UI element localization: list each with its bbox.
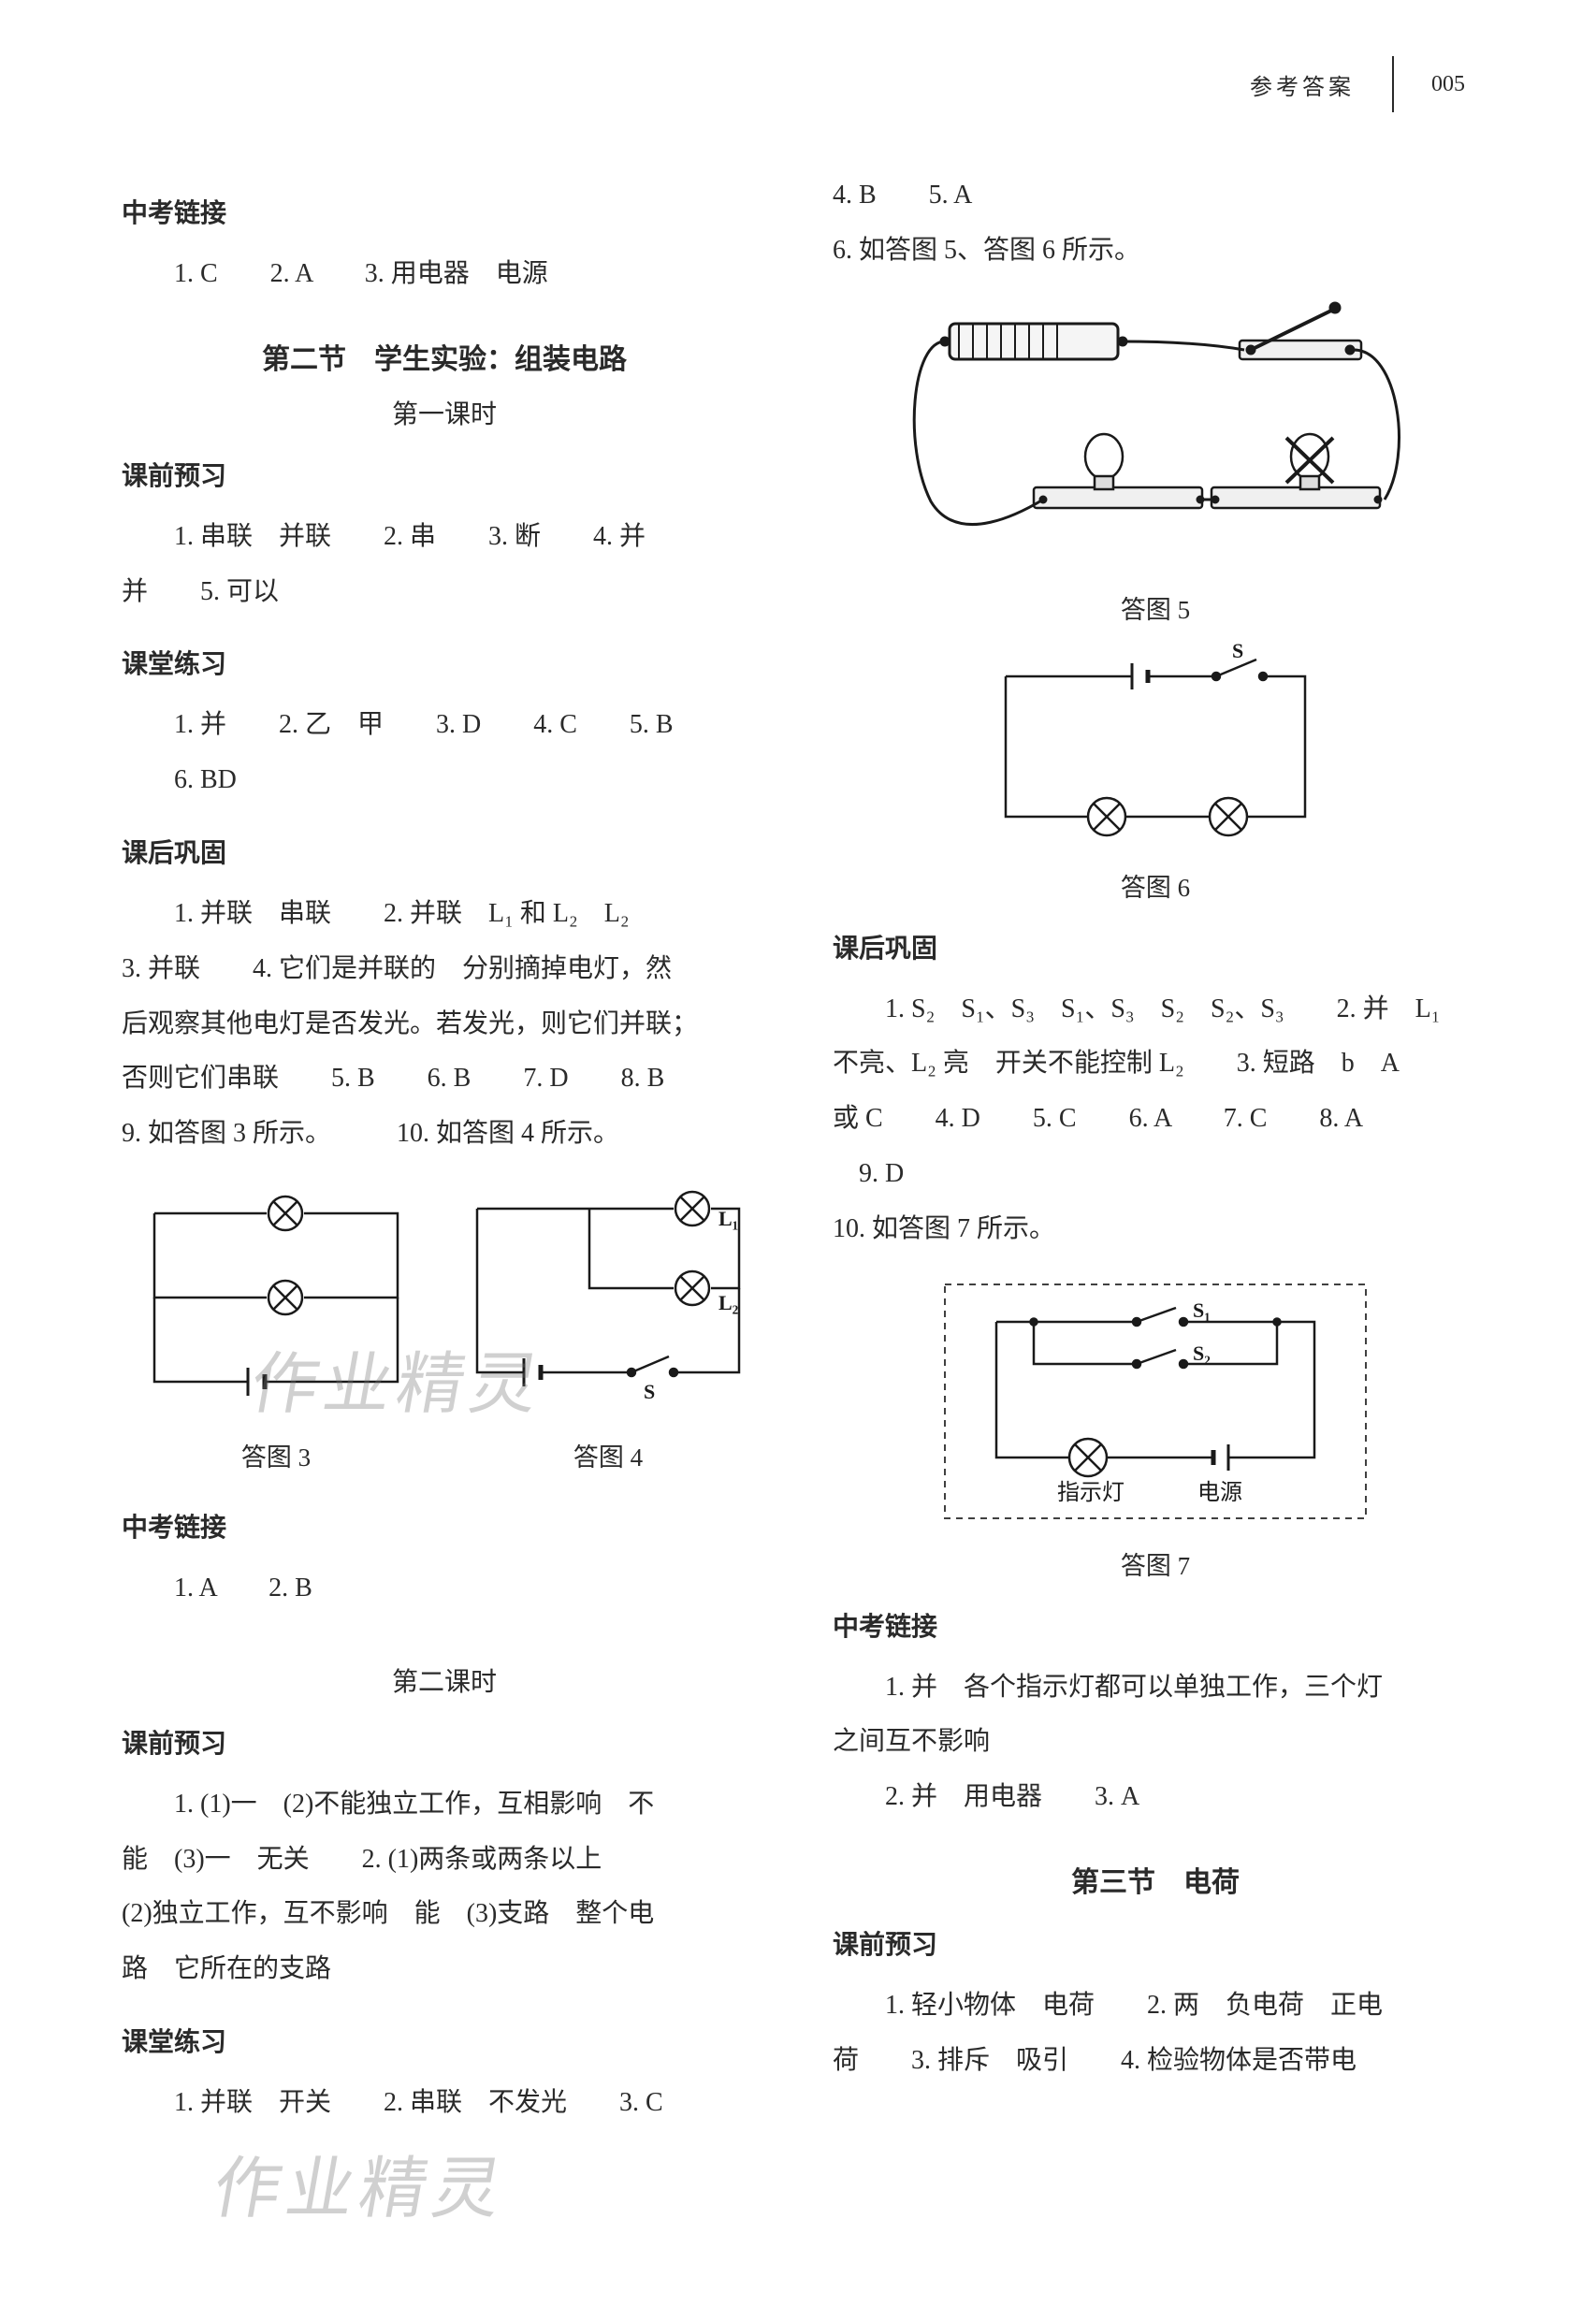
heading-ketanglianxi-2: 课堂练习 bbox=[122, 2022, 767, 2059]
fig3-caption: 答图 3 bbox=[241, 1437, 311, 1473]
fig6-s-label: S bbox=[1232, 639, 1243, 662]
heading-zhongkao-3: 中考链接 bbox=[833, 1606, 1478, 1644]
answers-zk1: 1. C 2. A 3. 用电器 电源 bbox=[122, 247, 767, 302]
khgg1-line1: 1. 并联 串联 2. 并联 L₁ 和 L₂ L₂ bbox=[122, 887, 767, 942]
kqyx2-line4: 路 它所在的支路 bbox=[122, 1942, 767, 1997]
heading-keqianyuxi-2: 课前预习 bbox=[122, 1723, 767, 1761]
right-top-line2: 6. 如答图 5、答图 6 所示。 bbox=[833, 224, 1478, 279]
section3-title: 第三节 电荷 bbox=[833, 1859, 1478, 1900]
answers-zk2: 1. A 2. B bbox=[122, 1561, 767, 1617]
heading-ketanglianxi-1: 课堂练习 bbox=[122, 644, 767, 681]
section2-title: 第二节 学生实验：组装电路 bbox=[122, 336, 767, 377]
fig7-lamp-label: 指示灯 bbox=[1057, 1480, 1124, 1505]
kqyx3-line2: 荷 3. 排斥 吸引 4. 检验物体是否带电 bbox=[833, 2034, 1478, 2089]
kqyx3-line1: 1. 轻小物体 电荷 2. 两 负电荷 正电 bbox=[833, 1979, 1478, 2034]
khgg2-line2: 不亮、L₂ 亮 开关不能控制 L₂ 3. 短路 b A bbox=[833, 1037, 1478, 1092]
heading-zhongkao-2: 中考链接 bbox=[122, 1507, 767, 1545]
kqyx1-line2: 并 5. 可以 bbox=[122, 565, 767, 620]
lesson1-label: 第一课时 bbox=[122, 394, 767, 431]
header-label: 参考答案 bbox=[1250, 68, 1355, 101]
heading-kehougonggu-2: 课后巩固 bbox=[833, 928, 1478, 965]
ktlx1-line2: 6. BD bbox=[122, 753, 767, 808]
khgg2-line3: 或 C 4. D 5. C 6. A 7. C 8. A bbox=[833, 1092, 1478, 1147]
khgg1-line4: 否则它们串联 5. B 6. B 7. D 8. B bbox=[122, 1051, 767, 1107]
khgg2-line4: 9. D bbox=[833, 1147, 1478, 1202]
page-header: 参考答案 005 bbox=[1250, 56, 1465, 112]
zk3-line1: 1. 并 各个指示灯都可以单独工作，三个灯 bbox=[833, 1661, 1478, 1716]
fig4-l1-label: L₁ bbox=[718, 1207, 738, 1230]
left-column: 中考链接 1. C 2. A 3. 用电器 电源 第二节 学生实验：组装电路 第… bbox=[122, 168, 767, 2131]
fig7-power-label: 电源 bbox=[1197, 1480, 1242, 1505]
fig4-l2-label: L₂ bbox=[718, 1291, 739, 1314]
kqyx2-line1: 1. (1)一 (2)不能独立工作，互相影响 不 bbox=[122, 1777, 767, 1833]
kqyx2-line3: (2)独立工作，互不影响 能 (3)支路 整个电 bbox=[122, 1887, 767, 1942]
fig7-s2-label: S₂ bbox=[1193, 1342, 1211, 1365]
kqyx2-line2: 能 (3)一 无关 2. (1)两条或两条以上 bbox=[122, 1833, 767, 1888]
kqyx1-line1: 1. 串联 并联 2. 串 3. 断 4. 并 bbox=[122, 510, 767, 565]
page-number: 005 bbox=[1431, 72, 1465, 97]
heading-kehougonggu-1: 课后巩固 bbox=[122, 833, 767, 870]
fig6-caption: 答图 6 bbox=[833, 867, 1478, 904]
khgg2-line5: 10. 如答图 7 所示。 bbox=[833, 1202, 1478, 1257]
right-column: 4. B 5. A 6. 如答图 5、答图 6 所示。 bbox=[833, 168, 1478, 2131]
ktlx1-line1: 1. 并 2. 乙 甲 3. D 4. C 5. B bbox=[122, 698, 767, 753]
khgg1-line5: 9. 如答图 3 所示。 10. 如答图 4 所示。 bbox=[122, 1107, 767, 1162]
heading-zhongkao-1: 中考链接 bbox=[122, 193, 767, 230]
ktlx2-line: 1. 并联 开关 2. 串联 不发光 3. C bbox=[122, 2076, 767, 2131]
figure-5 bbox=[833, 296, 1478, 576]
lesson2-label: 第二课时 bbox=[122, 1661, 767, 1699]
zk3-line2: 之间互不影响 bbox=[833, 1715, 1478, 1770]
fig3-fig4-row: 答图 3 bbox=[122, 1171, 767, 1483]
heading-keqianyuxi-3: 课前预习 bbox=[833, 1924, 1478, 1962]
figure-3: 答图 3 bbox=[122, 1171, 430, 1483]
fig4-caption: 答图 4 bbox=[573, 1437, 643, 1473]
watermark-2: 作业精灵 bbox=[207, 2133, 516, 2231]
khgg2-line1: 1. S₂ S₁、S₃ S₁、S₃ S₂ S₂、S₃ 2. 并 L₁ bbox=[833, 982, 1478, 1037]
khgg1-line3: 后观察其他电灯是否发光。若发光，则它们并联； bbox=[122, 997, 767, 1052]
figure-6: S bbox=[833, 639, 1478, 854]
two-column-layout: 中考链接 1. C 2. A 3. 用电器 电源 第二节 学生实验：组装电路 第… bbox=[122, 168, 1493, 2131]
fig7-s1-label: S₁ bbox=[1193, 1298, 1211, 1322]
figure-7: S₁ S₂ 指示灯 电源 bbox=[833, 1270, 1478, 1532]
right-top-line1: 4. B 5. A bbox=[833, 168, 1478, 224]
header-divider bbox=[1392, 56, 1394, 112]
figure-4: L₁ L₂ S 答图 4 bbox=[449, 1171, 767, 1483]
fig4-s-label: S bbox=[644, 1380, 655, 1403]
fig7-caption: 答图 7 bbox=[833, 1545, 1478, 1582]
khgg1-line2: 3. 并联 4. 它们是并联的 分别摘掉电灯，然 bbox=[122, 942, 767, 997]
zk3-line3: 2. 并 用电器 3. A bbox=[833, 1770, 1478, 1825]
fig5-caption: 答图 5 bbox=[833, 589, 1478, 626]
heading-keqianyuxi-1: 课前预习 bbox=[122, 456, 767, 493]
